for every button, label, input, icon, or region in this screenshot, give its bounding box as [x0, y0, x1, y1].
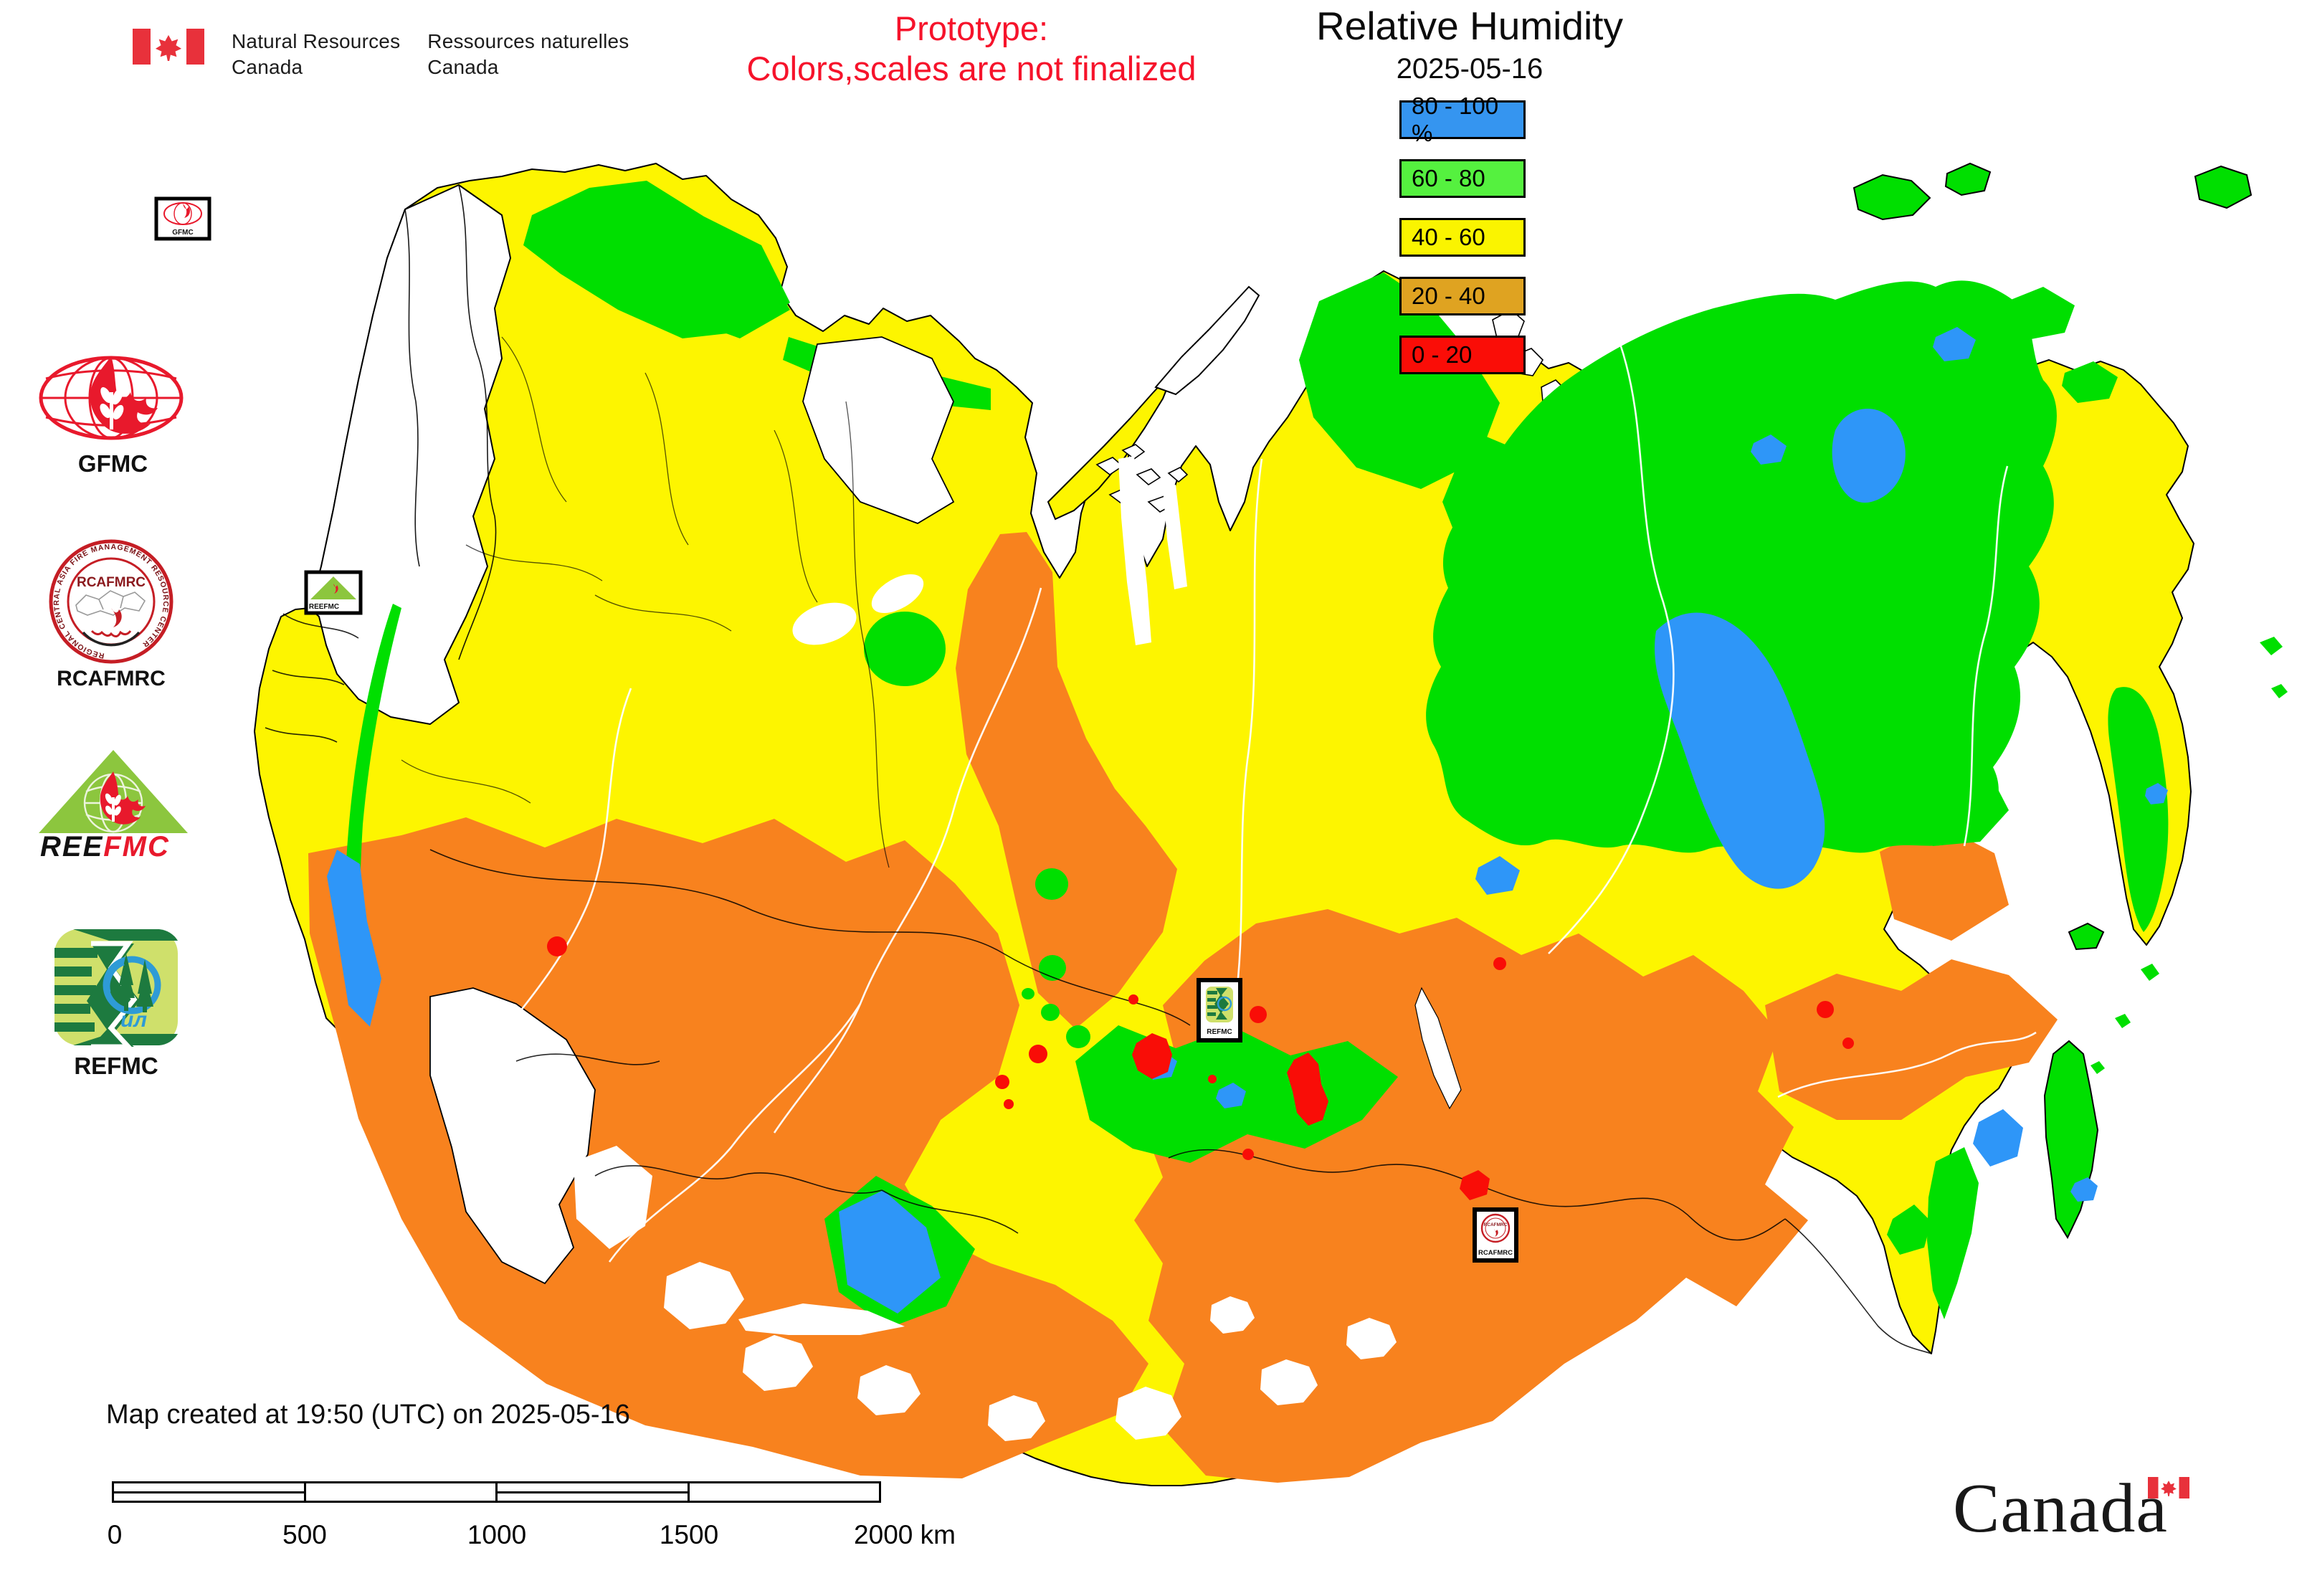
nrcan-signature: Natural Resources Canada Ressources natu… — [133, 29, 629, 80]
created-timestamp: Map created at 19:50 (UTC) on 2025-05-16 — [106, 1400, 630, 1430]
canada-wordmark-flag-icon — [2148, 1477, 2189, 1498]
map-rivers — [508, 343, 2037, 1263]
canada-flag-icon — [133, 29, 204, 65]
map-region-blue — [327, 327, 2168, 1314]
legend-item-20-40: 20 - 40 — [1399, 277, 1526, 315]
scale-label-1500: 1500 — [659, 1520, 719, 1549]
map-date: 2025-05-16 — [1396, 53, 1544, 85]
legend-item-60-80: 60 - 80 — [1399, 159, 1526, 198]
gfmc-marker-icon — [163, 202, 202, 225]
scale-label-2000: 2000 km — [854, 1520, 956, 1549]
scale-label-1000: 1000 — [467, 1520, 527, 1549]
map-fire-spots — [547, 936, 1854, 1200]
svg-text:RCAFMRC: RCAFMRC — [1484, 1222, 1508, 1227]
canada-wordmark: Canada — [1953, 1470, 2168, 1547]
map-borders — [265, 336, 1932, 1354]
rcafmrc-center-text: RCAFMRC — [77, 575, 146, 590]
map-marker-reefmc-label: REEFMC — [309, 603, 339, 611]
prototype-line1: Prototype: — [894, 9, 1049, 47]
refmc-marker-icon — [1206, 987, 1233, 1022]
nrcan-text-en: Natural Resources Canada — [232, 30, 401, 78]
legend-item-80-100: 80 - 100 % — [1399, 92, 1526, 146]
scale-label-500: 500 — [282, 1520, 327, 1549]
gfmc-logo-icon — [39, 356, 184, 440]
gfmc-label: GFMC — [77, 450, 148, 477]
scale-segment — [114, 1483, 306, 1501]
scale-segment — [306, 1483, 498, 1501]
svg-text:REEFMC: REEFMC — [40, 831, 170, 862]
reefmc-text-black: REE — [40, 831, 103, 862]
reefmc-logo-icon: REEFMC — [39, 750, 188, 862]
refmc-inner-text: ил — [120, 1008, 147, 1032]
scale-segment — [690, 1483, 880, 1501]
nrcan-text-fr: Ressources naturelles Canada — [427, 30, 629, 78]
reefmc-text-red: FMC — [103, 831, 170, 862]
map-marker-gfmc-label: GFMC — [172, 229, 193, 237]
scale-label-0: 0 — [107, 1520, 123, 1549]
scale-segment — [498, 1483, 690, 1501]
page-title: Relative Humidity — [1316, 4, 1623, 48]
refmc-label: REFMC — [74, 1053, 158, 1079]
map-marker-refmc-label: REFMC — [1207, 1028, 1232, 1036]
legend-item-40-60: 40 - 60 — [1399, 218, 1526, 257]
map-marker-reefmc: REEFMC — [304, 570, 363, 615]
reefmc-marker-icon — [310, 576, 356, 599]
legend-label: 20 - 40 — [1412, 282, 1485, 309]
refmc-logo-icon: ил — [54, 929, 178, 1048]
scale-bar — [112, 1481, 881, 1503]
rcafmrc-logo-icon: REGIONAL CENTRAL ASIA FIRE MANAGEMENT RE… — [49, 539, 173, 664]
rcafmrc-marker-icon: RCAFMRC — [1480, 1213, 1511, 1243]
prototype-line2: Colors,scales are not finalized — [746, 49, 1197, 87]
legend-label: 60 - 80 — [1412, 165, 1485, 191]
prototype-warning: Prototype: Colors,scales are not finaliz… — [617, 9, 1326, 89]
map-water — [429, 336, 1462, 1441]
legend-label: 0 - 20 — [1412, 341, 1473, 368]
map-marker-rcafmrc: RCAFMRC RCAFMRC — [1473, 1207, 1518, 1263]
legend-label: 80 - 100 % — [1412, 92, 1499, 146]
map-marker-rcafmrc-label: RCAFMRC — [1478, 1249, 1513, 1257]
legend-label: 40 - 60 — [1412, 224, 1485, 250]
map-marker-refmc: REFMC — [1197, 978, 1242, 1042]
map-marker-gfmc: GFMC — [154, 196, 211, 241]
rcafmrc-label: RCAFMRC — [57, 667, 166, 690]
map-borders-scandinavia — [404, 184, 497, 660]
legend-item-0-20: 0 - 20 — [1399, 336, 1526, 374]
